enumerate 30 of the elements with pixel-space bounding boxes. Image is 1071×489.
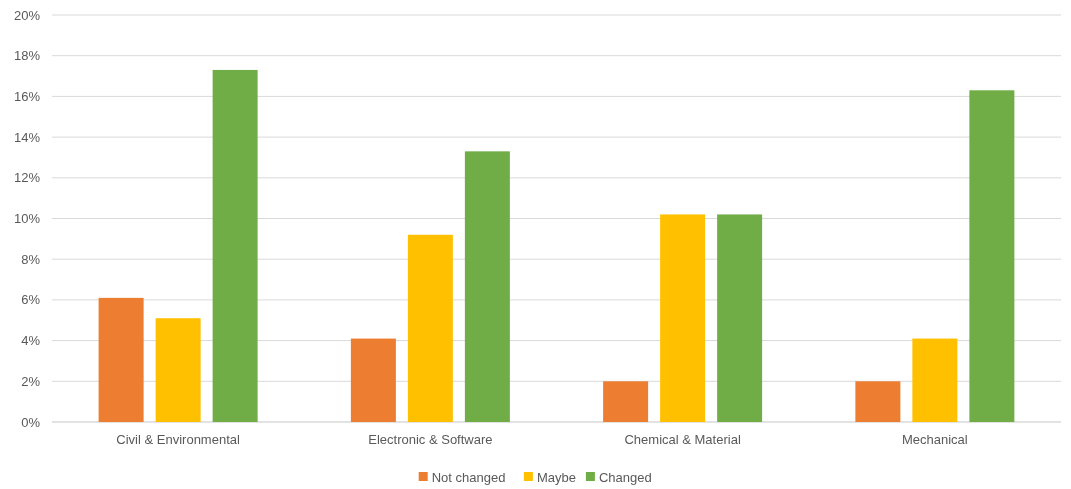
y-tick-label: 2% bbox=[21, 373, 41, 389]
bar bbox=[155, 318, 201, 422]
y-tick-label: 6% bbox=[21, 292, 41, 308]
x-tick-label: Civil & Environmental bbox=[116, 432, 241, 447]
bar bbox=[603, 381, 649, 422]
bar bbox=[212, 69, 258, 422]
x-tick-label: Electronic & Software bbox=[368, 432, 493, 447]
x-tick-label: Mechanical bbox=[901, 432, 968, 447]
y-tick-label: 16% bbox=[13, 88, 41, 104]
bar bbox=[717, 214, 763, 422]
bar bbox=[969, 90, 1015, 422]
y-tick-label: 10% bbox=[13, 211, 41, 227]
y-tick-label: 12% bbox=[13, 170, 41, 186]
y-tick-label: 8% bbox=[21, 251, 41, 267]
y-tick-label: 4% bbox=[21, 333, 41, 349]
bar bbox=[855, 381, 901, 422]
bar bbox=[912, 338, 958, 422]
bar bbox=[350, 338, 396, 422]
y-tick-label: 14% bbox=[13, 129, 41, 145]
y-tick-label: 0% bbox=[21, 414, 41, 430]
legend-label: Maybe bbox=[536, 469, 576, 485]
bar bbox=[464, 151, 510, 422]
bar bbox=[660, 214, 706, 422]
legend-label: Changed bbox=[598, 469, 652, 485]
legend-label: Not changed bbox=[431, 469, 506, 485]
y-tick-label: 18% bbox=[13, 48, 41, 64]
bar bbox=[407, 234, 453, 422]
x-tick-label: Chemical & Material bbox=[624, 432, 741, 447]
bar bbox=[98, 297, 144, 422]
y-tick-label: 20% bbox=[13, 7, 41, 23]
